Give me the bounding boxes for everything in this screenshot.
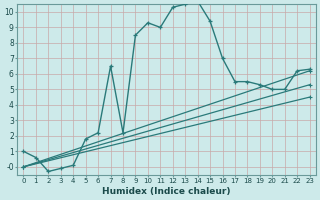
X-axis label: Humidex (Indice chaleur): Humidex (Indice chaleur) [102,187,231,196]
